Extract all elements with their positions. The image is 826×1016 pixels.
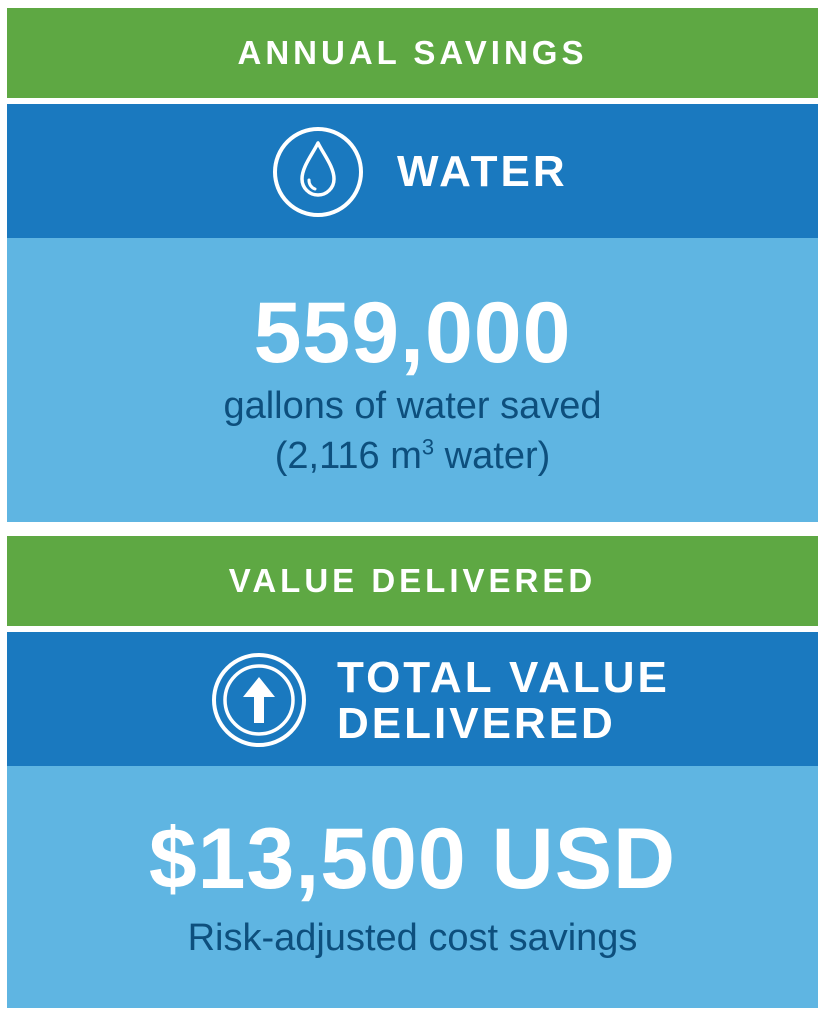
arrow-up-icon [210,651,308,754]
value-delivered-header-text: VALUE DELIVERED [228,562,597,599]
total-value-category-band: TOTAL VALUE DELIVERED [7,632,818,766]
water-title: WATER [397,147,568,196]
annual-savings-header-text: ANNUAL SAVINGS [237,34,588,71]
total-value-description: Risk-adjusted cost savings [187,917,638,959]
water-category-band: WATER [7,104,818,238]
value-delivered-header: VALUE DELIVERED [7,536,818,626]
total-value-title-line1: TOTAL VALUE [337,653,670,702]
water-saved-cubic-meters: (2,116 m3 water) [7,434,818,480]
total-value-title-line2: DELIVERED [337,699,616,748]
cubic-meters-prefix: (2,116 m [274,434,422,477]
total-value-panel: $13,500 USD Risk-adjusted cost savings [7,766,818,1008]
water-saved-value: 559,000 [253,285,572,381]
cubic-meters-exponent: 3 [421,433,435,459]
annual-savings-header: ANNUAL SAVINGS [7,8,818,98]
water-value-panel: 559,000 gallons of water saved (2,116 m3… [7,238,818,522]
total-value-amount: $13,500 USD [148,811,677,907]
water-saved-description: gallons of water saved [223,385,602,427]
cubic-meters-suffix: water) [434,434,551,477]
water-drop-icon [271,125,365,224]
